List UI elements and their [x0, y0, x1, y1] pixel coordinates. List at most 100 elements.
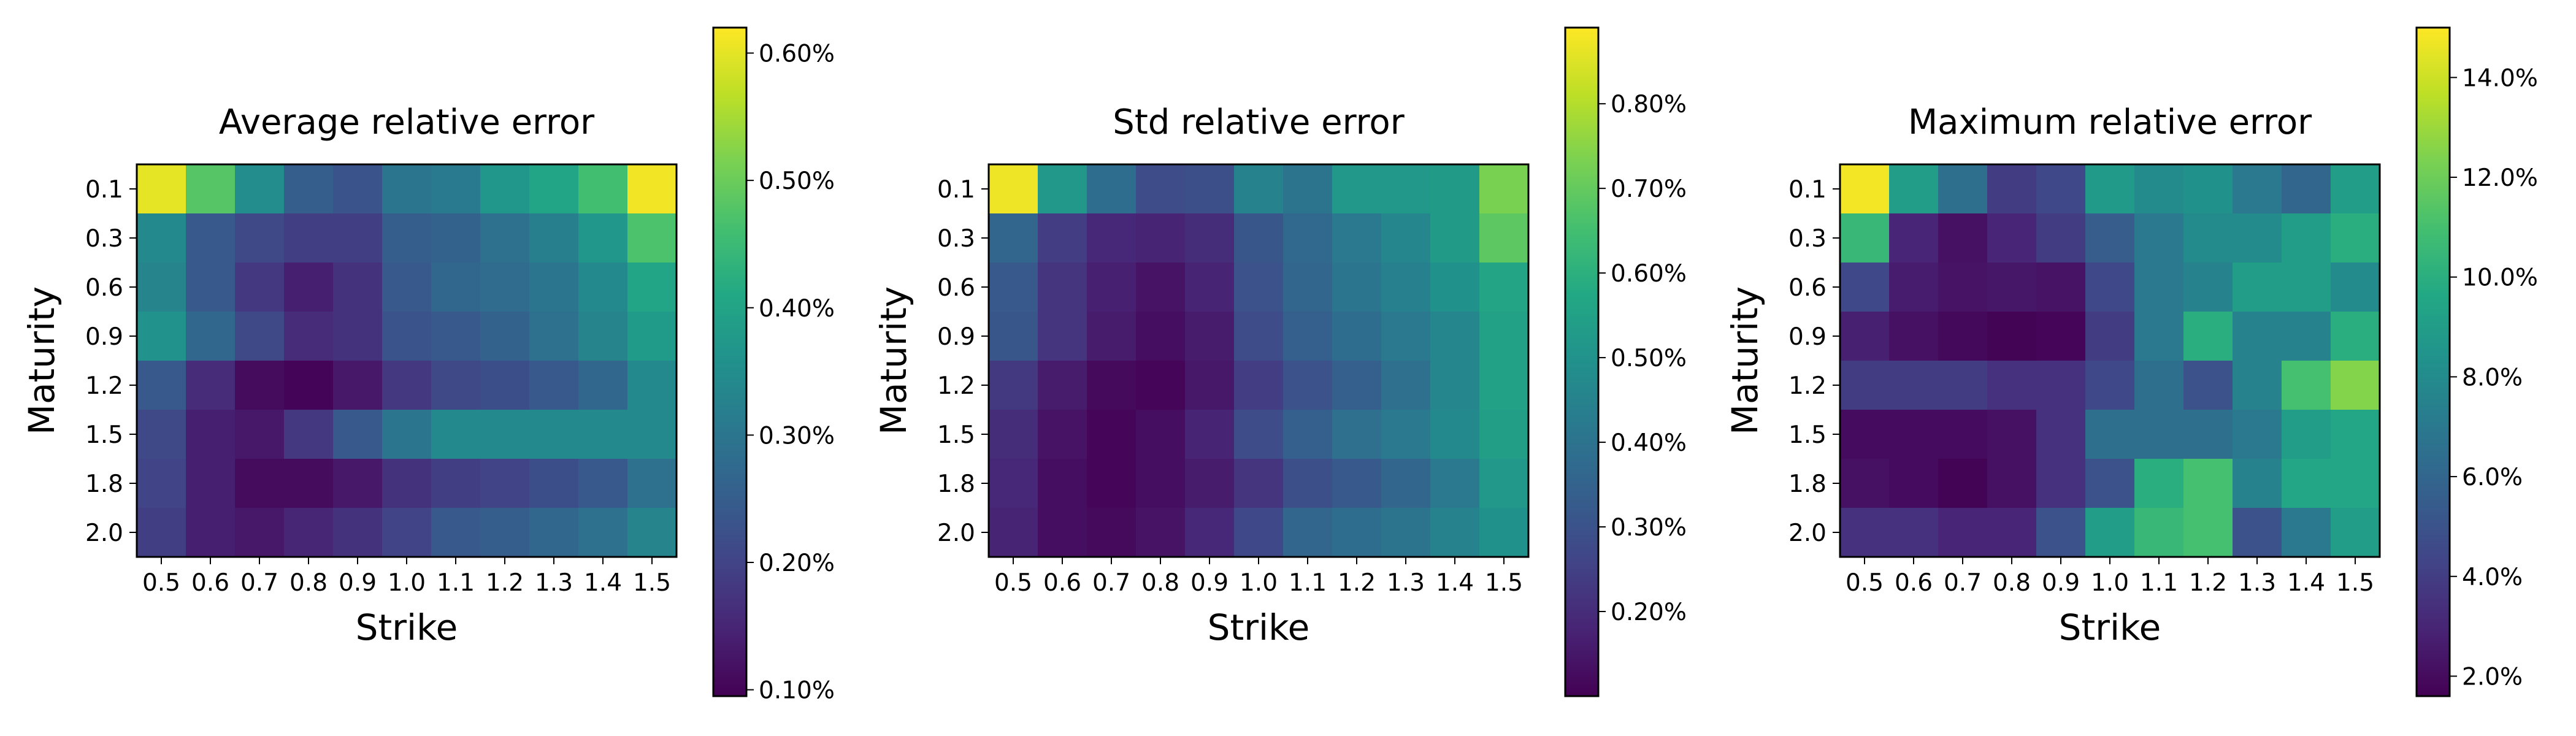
heatmap-cell [1087, 459, 1137, 508]
heatmap-cell [1889, 459, 1939, 508]
heatmap-cell [1987, 213, 2037, 263]
heatmap-cell [1889, 410, 1939, 459]
heatmap-cell [1038, 312, 1087, 361]
colorbar [713, 28, 746, 696]
heatmap-cell [235, 361, 285, 410]
heatmap-cell [186, 361, 236, 410]
heatmap-cell [2183, 263, 2233, 312]
colorbar-frame [712, 26, 748, 697]
heatmap-cell [1381, 361, 1431, 410]
y-axis-label: Maturity [21, 286, 63, 435]
heatmap-cell [2331, 213, 2380, 263]
heatmap-cell [989, 410, 1038, 459]
heatmap-cell [2282, 508, 2331, 558]
heatmap-cell [480, 459, 530, 508]
heatmap-cell [1087, 508, 1137, 558]
heatmap-cell [382, 263, 432, 312]
y-tick-label: 1.2 [937, 372, 975, 400]
y-tick-label: 1.8 [1788, 470, 1827, 498]
colorbar-tick-label: 0.10% [759, 677, 835, 705]
heatmap-cell [627, 361, 677, 410]
heatmap-cell [1381, 312, 1431, 361]
heatmap-cell [431, 361, 481, 410]
heatmap-cell [1185, 312, 1235, 361]
heatmap-cell [1136, 263, 1186, 312]
heatmap-cell [333, 213, 383, 263]
chart-panel-1: Average relative error 0.5 0.6 0.7 0.8 0.9 1.0… [21, 26, 835, 705]
colorbar-tick-label: 0.40% [759, 295, 835, 323]
heatmap-cell [1332, 312, 1382, 361]
heatmap-cell [480, 361, 530, 410]
x-tick-label: 1.4 [2287, 569, 2325, 597]
heatmap-cell [2036, 410, 2086, 459]
x-tick-label: 1.0 [388, 569, 426, 597]
heatmap-cell [1087, 263, 1137, 312]
heatmap-cell [186, 312, 236, 361]
heatmap-cell [1987, 263, 2037, 312]
heatmap-cell [627, 263, 677, 312]
heatmap-cell [1938, 164, 1988, 214]
heatmap-cell [1283, 213, 1333, 263]
y-tick-label: 1.5 [937, 421, 975, 449]
heatmap-cell [431, 508, 481, 558]
heatmap-cell [627, 410, 677, 459]
heatmap-cell [2085, 164, 2135, 214]
heatmap-cell [578, 459, 628, 508]
heatmap-cell [1234, 213, 1284, 263]
heatmap-cell [1185, 410, 1235, 459]
y-tick-label: 0.3 [85, 225, 123, 253]
y-tick-label: 1.5 [85, 421, 123, 449]
heatmap-cell [284, 213, 334, 263]
heatmap-cell [1479, 213, 1529, 263]
heatmap-cell [284, 508, 334, 558]
heatmap-cell [480, 213, 530, 263]
heatmap-cell [989, 312, 1038, 361]
heatmap-cell [989, 213, 1038, 263]
heatmap-cell [1938, 508, 1988, 558]
heatmap-cell [2233, 361, 2282, 410]
heatmap-cell [382, 361, 432, 410]
x-tick-label: 0.9 [2042, 569, 2080, 597]
heatmap-cell [382, 312, 432, 361]
x-tick-label: 0.7 [240, 569, 278, 597]
heatmap-cell [1038, 213, 1087, 263]
heatmap-cell [382, 508, 432, 558]
heatmap-cell [1479, 164, 1529, 214]
heatmap-cell [235, 312, 285, 361]
heatmap-cell [235, 459, 285, 508]
heatmap-cell [1038, 361, 1087, 410]
heatmap-cell [284, 459, 334, 508]
heatmap-cell [333, 312, 383, 361]
x-tick-label: 1.4 [584, 569, 622, 597]
heatmap-cell [431, 263, 481, 312]
heatmap-cell [284, 164, 334, 214]
heatmap-cell [1136, 508, 1186, 558]
y-tick-label: 0.9 [937, 323, 975, 351]
heatmap-cell [989, 361, 1038, 410]
heatmap-cell [529, 263, 579, 312]
colorbar-frame [2415, 26, 2451, 697]
heatmap-cell [2282, 410, 2331, 459]
heatmap-cell [2085, 459, 2135, 508]
heatmap-cell [2134, 164, 2184, 214]
heatmap-cell [2134, 459, 2184, 508]
heatmap-cell [627, 508, 677, 558]
heatmap-cell [529, 508, 579, 558]
x-axis-label: Strike [1208, 607, 1310, 648]
heatmap-cell [2036, 459, 2086, 508]
x-tick-label: 1.5 [2336, 569, 2374, 597]
heatmap-cell [2183, 361, 2233, 410]
colorbar [1565, 28, 1598, 696]
heatmap-cell [1087, 410, 1137, 459]
heatmap-cell [2134, 508, 2184, 558]
heatmap-cell [1283, 508, 1333, 558]
chart-title: Std relative error [1113, 102, 1405, 142]
heatmap-cell [431, 459, 481, 508]
y-tick-label: 0.1 [1788, 176, 1827, 204]
heatmap-cell [1038, 164, 1087, 214]
y-tick-label: 0.9 [1788, 323, 1827, 351]
y-tick-label: 0.6 [1788, 274, 1827, 302]
x-tick-label: 1.3 [1387, 569, 1425, 597]
heatmap-cell [2134, 361, 2184, 410]
heatmap-cell [2036, 508, 2086, 558]
